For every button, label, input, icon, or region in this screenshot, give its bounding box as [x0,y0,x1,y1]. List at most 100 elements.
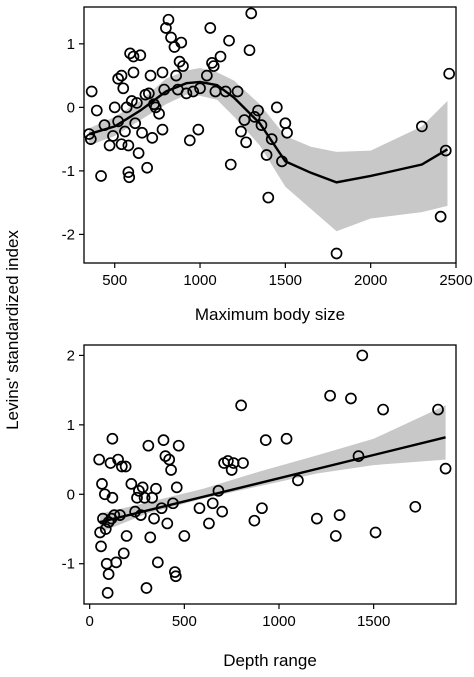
data-point [132,147,145,159]
data-point [151,556,164,569]
data-point [207,60,220,72]
data-point [240,136,252,149]
data-point [160,22,172,34]
data-point [125,478,138,490]
y-tick-label: -1 [62,556,75,573]
data-point [103,139,116,152]
data-point [281,126,293,139]
data-point [214,50,227,63]
data-point [127,50,140,63]
y-tick-label: -1 [62,163,75,180]
data-point [119,460,132,473]
data-point [333,509,346,521]
data-point [377,403,389,416]
data-point [96,478,108,490]
data-point [131,97,143,109]
data-point [204,22,217,34]
y-axis-title: Levins' standardized index [3,230,22,430]
data-point [144,531,157,544]
y-tick-label: 2 [67,347,75,364]
data-point [116,460,128,473]
data-point [443,67,456,80]
data-point [107,130,119,142]
data-point [216,505,229,518]
data-point [106,432,119,445]
data-point [235,125,247,138]
data-point [156,123,169,136]
data-point [177,60,189,72]
data-point [125,95,138,107]
data-point [245,7,258,20]
data-point [172,439,185,452]
data-point [439,144,452,157]
data-point [170,481,183,494]
data-point [134,509,147,521]
data-point [260,149,273,161]
y-tick-label: -2 [62,226,75,243]
y-tick-label: 1 [67,417,75,434]
data-point [159,450,172,462]
data-point [108,509,121,521]
data-point [144,69,157,82]
data-point [324,389,336,402]
data-point [146,132,159,144]
data-point [194,82,206,95]
data-point [434,210,447,223]
x-tick-label: 1000 [183,272,216,289]
data-point [142,439,155,452]
data-point [227,457,240,469]
x-tick-label: 0 [86,613,94,630]
data-point [115,138,128,151]
data-point [409,500,422,513]
x-axis-title: Maximum body size [195,305,345,324]
data-point [136,126,148,139]
data-point [141,161,153,174]
x-tick-label: 2000 [354,272,387,289]
data-point [122,139,135,152]
data-point [259,434,272,446]
x-tick-label: 1500 [269,272,302,289]
data-point [439,462,452,475]
data-point [115,69,128,82]
data-point [153,107,165,120]
data-point [123,171,136,184]
data-point [206,497,219,510]
data-point [97,512,109,525]
data-point [270,101,283,114]
x-tick-label: 1500 [357,613,390,630]
data-point [224,158,237,171]
data-point [140,582,153,594]
data-point [201,69,213,82]
chart-panel-body-size: 500 1000 1500 2000 2500 -2 -1 0 1 Maximum body si… [62,6,473,324]
data-point [134,49,147,62]
data-point [119,125,131,138]
data-point [292,474,304,487]
data-point [248,514,261,527]
data-point [352,450,365,462]
x-tick-label: 1000 [262,613,295,630]
data-point [90,104,103,117]
data-point [165,464,177,476]
data-point [149,101,162,114]
data-point [95,540,107,553]
data-point [102,568,115,580]
data-point [100,557,113,570]
x-tick-label: 2500 [439,272,472,289]
data-point [219,85,232,98]
data-point [110,556,123,569]
y-tick-label: 1 [67,36,75,53]
data-point [175,36,188,49]
data-point [142,87,155,100]
data-point [170,69,182,82]
x-axis-title: Depth range [223,651,317,670]
data-point [345,392,357,405]
data-point [129,117,142,130]
data-point [262,191,275,204]
data-point [187,85,200,98]
data-point [255,119,268,132]
chart-panel-depth-range: 0 500 1000 1500 -1 0 1 2 Depth range [62,344,457,670]
data-point [156,66,169,79]
data-point [256,502,268,515]
data-point [330,247,343,260]
